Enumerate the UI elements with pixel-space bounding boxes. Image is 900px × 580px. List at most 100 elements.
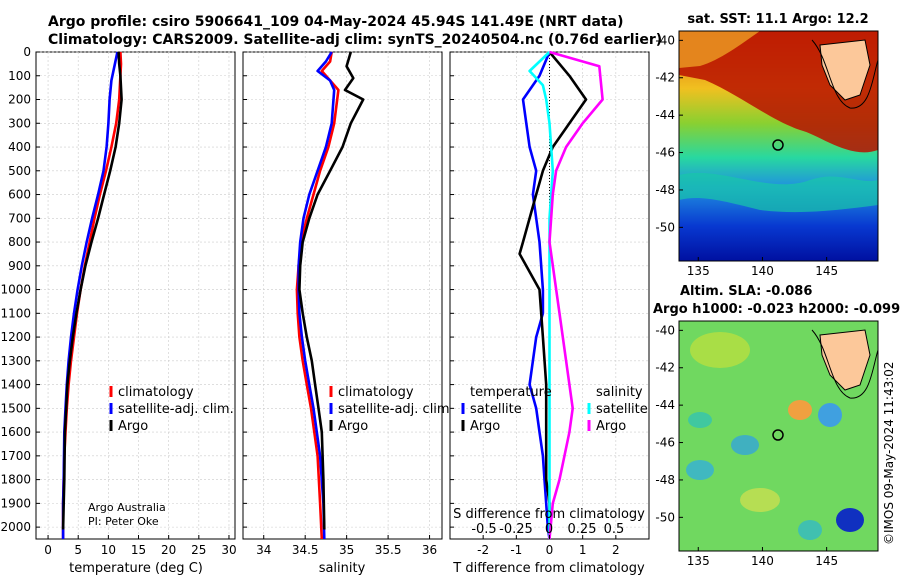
legend-t-argo: Argo bbox=[470, 419, 500, 434]
map-y-tick-label: -48 bbox=[655, 183, 675, 197]
map-y-tick-label: -50 bbox=[655, 510, 675, 524]
sla-anomaly bbox=[690, 332, 750, 368]
x-tick-label: -2 bbox=[477, 543, 489, 557]
sla-anomaly bbox=[740, 488, 780, 512]
y-tick-label: 1300 bbox=[0, 354, 31, 368]
sla-axes-box bbox=[678, 320, 879, 552]
difference-x2-ticklabels: -0.5 -0.25 0 0.25 0.5 bbox=[471, 522, 624, 537]
y-tick-label: 600 bbox=[8, 188, 31, 202]
x-tick-label: 15 bbox=[131, 543, 146, 557]
sla-map-title: Altim. SLA: -0.086 bbox=[680, 284, 812, 299]
y-tick-label: 1400 bbox=[0, 378, 31, 392]
y-tick-label: 2000 bbox=[0, 520, 31, 534]
map-y-tick-label: -48 bbox=[655, 473, 675, 487]
map-y-tick-label: -40 bbox=[655, 33, 675, 47]
salinity-ticks: 34 34.5 35 35.5 36 bbox=[243, 51, 437, 557]
y-tick-label: 1000 bbox=[0, 283, 31, 297]
map-y-tick-label: -44 bbox=[655, 108, 675, 122]
x-tick-label: 1 bbox=[579, 543, 587, 557]
legend-satellite-adj: satellite-adj. clim. bbox=[118, 402, 234, 417]
figure-title-line2: Climatology: CARS2009. Satellite-adj cli… bbox=[48, 32, 663, 48]
map-y-tick-label: -46 bbox=[655, 436, 675, 450]
difference-xlabel: T difference from climatology bbox=[452, 561, 645, 576]
salinity-legend: climatology satellite-adj. clim. Argo bbox=[329, 385, 454, 434]
temperature-grid bbox=[36, 51, 235, 539]
map-y-tick-label: -42 bbox=[655, 361, 675, 375]
legend-salinity-title: salinity bbox=[596, 385, 643, 400]
sla-anomaly-negative bbox=[688, 412, 712, 428]
y-tick-label: 400 bbox=[8, 140, 31, 154]
difference-x2label: S difference from climatology bbox=[453, 507, 645, 522]
sla-anomaly-negative bbox=[798, 520, 822, 540]
map-y-tick-label: -42 bbox=[655, 71, 675, 85]
series-s-argo bbox=[548, 50, 604, 540]
x-tick-label: 10 bbox=[101, 543, 116, 557]
y-tick-label: 500 bbox=[8, 164, 31, 178]
x-tick-label: 35.5 bbox=[375, 543, 402, 557]
legend-t-satellite: satellite bbox=[470, 402, 522, 417]
sst-contour bbox=[811, 39, 878, 109]
sla-anomaly-negative bbox=[686, 460, 714, 480]
map-x-tick-label: 135 bbox=[687, 554, 710, 568]
sst-axes-box bbox=[678, 30, 879, 262]
map-x-tick-label: 135 bbox=[687, 264, 710, 278]
temperature-legend: climatology satellite-adj. clim. Argo bbox=[109, 385, 234, 434]
y-tick-label: 1600 bbox=[0, 425, 31, 439]
argo-location-marker bbox=[772, 429, 784, 441]
x-tick-label: 5 bbox=[74, 543, 82, 557]
x2-tick-label: 0 bbox=[545, 522, 553, 537]
x-tick-label: 0 bbox=[546, 543, 554, 557]
temperature-axes-box bbox=[35, 51, 236, 540]
series-t-argo bbox=[518, 51, 588, 539]
sst-front bbox=[679, 172, 878, 213]
x2-tick-label: -0.25 bbox=[499, 522, 533, 537]
map-y-tick-label: -40 bbox=[655, 323, 675, 337]
sla-map: Altim. SLA: -0.086 Argo h1000: -0.023 h2… bbox=[653, 284, 900, 568]
salinity-series bbox=[295, 51, 365, 540]
x-tick-label: 34.5 bbox=[292, 543, 319, 557]
pi-label: PI: Peter Oke bbox=[88, 515, 159, 528]
y-tick-label: 0 bbox=[23, 45, 31, 59]
temperature-panel: 0100200300400500600700800900100011001200… bbox=[0, 45, 236, 576]
y-tick-label: 1800 bbox=[0, 473, 31, 487]
sla-contour bbox=[811, 329, 878, 399]
x-tick-label: 20 bbox=[161, 543, 176, 557]
series-t-satellite bbox=[521, 51, 551, 540]
sla-anomaly-negative bbox=[818, 403, 842, 427]
x-tick-label: 35 bbox=[339, 543, 354, 557]
temperature-series bbox=[61, 51, 123, 539]
y-tick-label: 800 bbox=[8, 235, 31, 249]
legend-argo: Argo bbox=[118, 419, 148, 434]
y-tick-label: 700 bbox=[8, 211, 31, 225]
sla-map-subtitle: Argo h1000: -0.023 h2000: -0.099 bbox=[653, 302, 900, 317]
x-tick-label: 25 bbox=[191, 543, 206, 557]
sla-anomaly-positive bbox=[788, 400, 812, 420]
x-tick-label: 36 bbox=[422, 543, 437, 557]
map-y-tick-label: -46 bbox=[655, 146, 675, 160]
temperature-ticks: 0100200300400500600700800900100011001200… bbox=[0, 45, 236, 557]
map-y-tick-label: -50 bbox=[655, 220, 675, 234]
legend-satellite-adj: satellite-adj. clim. bbox=[338, 402, 454, 417]
salinity-xlabel: salinity bbox=[319, 561, 366, 576]
series-argo bbox=[298, 51, 365, 530]
sst-field bbox=[679, 31, 878, 261]
imos-watermark: ©IMOS 09-May-2024 11:43:02 bbox=[882, 361, 896, 545]
series-s-satellite bbox=[528, 51, 555, 539]
sla-anomaly-strong-negative bbox=[836, 508, 864, 532]
y-tick-label: 200 bbox=[8, 93, 31, 107]
institution-label: Argo Australia bbox=[88, 501, 166, 514]
series-satellite-adj-clim- bbox=[297, 51, 336, 540]
y-tick-label: 300 bbox=[8, 116, 31, 130]
legend-climatology: climatology bbox=[338, 385, 414, 400]
map-x-tick-label: 140 bbox=[751, 264, 774, 278]
series-argo bbox=[61, 51, 123, 530]
legend-argo: Argo bbox=[338, 419, 368, 434]
y-tick-label: 1100 bbox=[0, 306, 31, 320]
salinity-axes-box bbox=[242, 51, 443, 540]
x-tick-label: 30 bbox=[221, 543, 236, 557]
difference-series bbox=[518, 50, 604, 540]
difference-ticks: -2 -1 0 1 2 bbox=[450, 51, 620, 557]
y-tick-label: 1700 bbox=[0, 449, 31, 463]
x-tick-label: 0 bbox=[44, 543, 52, 557]
